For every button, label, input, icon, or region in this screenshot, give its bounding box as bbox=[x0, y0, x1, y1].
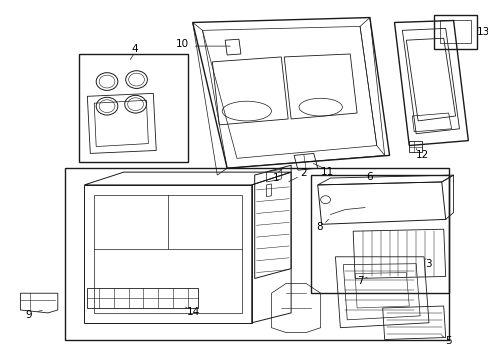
Text: 7: 7 bbox=[356, 276, 363, 287]
Text: 8: 8 bbox=[316, 222, 323, 232]
Text: 1: 1 bbox=[272, 173, 279, 183]
Text: 3: 3 bbox=[424, 259, 430, 269]
Text: 2: 2 bbox=[300, 168, 306, 178]
Bar bbox=[433, 15, 476, 49]
Text: 14: 14 bbox=[186, 307, 200, 317]
Text: 4: 4 bbox=[131, 44, 138, 54]
Bar bbox=[79, 54, 187, 162]
Text: 5: 5 bbox=[445, 337, 451, 346]
Text: 6: 6 bbox=[366, 172, 372, 182]
Bar bbox=[439, 19, 470, 43]
Bar bbox=[64, 168, 448, 341]
Text: 10: 10 bbox=[176, 39, 189, 49]
Text: 13: 13 bbox=[475, 27, 488, 37]
Text: 9: 9 bbox=[25, 310, 32, 320]
Text: 12: 12 bbox=[415, 150, 428, 161]
Bar bbox=[310, 175, 448, 293]
Text: 11: 11 bbox=[320, 167, 333, 177]
